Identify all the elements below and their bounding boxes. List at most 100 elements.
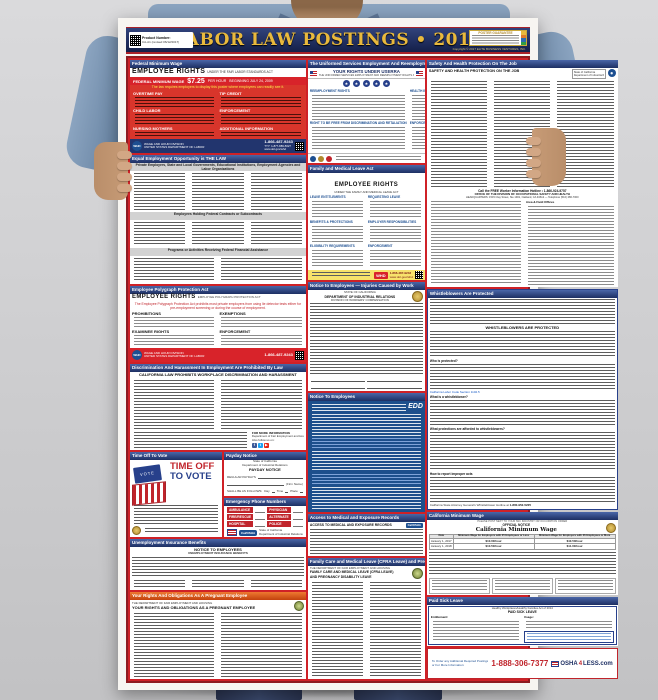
text-lines	[557, 81, 614, 187]
youtube-icon: ▶	[263, 443, 269, 448]
blank-line	[255, 521, 266, 527]
heading-exemptions: EXEMPTIONS	[219, 311, 246, 316]
psl-body: Healthy Workplaces/Healthy Families Act …	[427, 606, 617, 645]
form-row: REGULAR PAYDAYS	[227, 472, 303, 479]
blank-line	[255, 507, 266, 513]
whd-logo-icon: WHD	[132, 350, 142, 360]
dfeh-agency-line: THE DEPARTMENT OF FAIR EMPLOYMENT AND HO…	[309, 567, 391, 570]
medical-title: ACCESS TO MEDICAL AND EXPOSURE RECORDS	[309, 523, 392, 527]
section-time-off-to-vote: Time Off To Vote VOTE TIME OFF TO VOTE	[130, 452, 222, 537]
text-lines	[430, 81, 488, 187]
ballot-box-stripes	[132, 481, 166, 506]
text-lines	[221, 379, 302, 429]
color-bar-gold	[521, 31, 526, 35]
text-column: OVERTIME PAY CHILD LABOR NURSING MOTHERS	[133, 91, 216, 138]
blank-line	[292, 521, 303, 527]
dosh-office-title: OFFICE OF THE DIVISION OF OCCUPATIONAL S…	[474, 192, 570, 196]
form-blank-line	[257, 474, 303, 479]
text-lines	[428, 551, 616, 576]
hotline-text: California State Attorney General's Whis…	[429, 503, 509, 508]
fmla-subtitle: UNDER THE FAMILY AND MEDICAL LEAVE ACT	[334, 191, 399, 194]
department-name: UNITED STATES DEPARTMENT OF LABOR	[144, 355, 205, 358]
form-blank-line	[367, 377, 422, 382]
blank-line	[255, 514, 266, 520]
section-access-medical-records: Access to Medical and Exposure Records A…	[307, 514, 425, 556]
emergency-label: HOSPITAL	[227, 521, 254, 527]
section-header: Payday Notice	[224, 452, 306, 460]
agency-line-2: Department of Industrial Relations	[242, 463, 288, 467]
injuries-header-row: STATE OF CALIFORNIA DEPARTMENT OF INDUST…	[308, 290, 425, 302]
poster-guarantee-box: POSTER GUARANTEE	[469, 30, 527, 46]
heading-child-labor: CHILD LABOR	[133, 108, 161, 114]
qr-code-icon	[294, 350, 304, 360]
ballot-box-lid: VOTE	[133, 464, 162, 484]
psl-title: PAID SICK LEAVE	[507, 610, 537, 615]
form-row	[310, 382, 422, 389]
fmla-body: LEAVE ENTITLEMENTS BENEFITS & PROTECTION…	[310, 195, 423, 269]
minimum-wage-bar: FEDERAL MINIMUM WAGE $7.25 PER HOUR BEGI…	[130, 77, 306, 85]
osha4less-logo: OSHA 4 LESS.com	[551, 660, 613, 667]
phone-number: 1-866-487-9243	[264, 351, 293, 357]
fmw-body-text: OVERTIME PAY CHILD LABOR NURSING MOTHERS…	[130, 90, 306, 139]
psl-highlight-box	[523, 631, 614, 643]
eeo-subheader-1: Private Employers, State and Local Gover…	[130, 163, 306, 171]
section-header: Paid Sick Leave	[426, 597, 618, 605]
section-header: Federal Minimum Wage	[130, 60, 306, 68]
emergency-label: POLICE	[267, 521, 291, 527]
text-lines	[311, 272, 371, 278]
poster-masthead: Product Number: CA-A1 (revised 06/12/201…	[126, 27, 530, 54]
text-lines	[335, 156, 421, 161]
facebook-icon: f	[251, 443, 257, 448]
text-lines	[411, 95, 425, 120]
heading-enforcement: ENFORCEMENT	[409, 120, 425, 125]
va-logo-icon	[325, 155, 332, 162]
website: www.dol.gov/whd	[264, 147, 287, 152]
left-column: Federal Minimum Wage EMPLOYEE RIGHTS UND…	[130, 60, 306, 679]
section-cfra-pregnancy-disability: Family Care and Medical Leave (CFRA Leav…	[307, 558, 425, 679]
text-lines	[192, 579, 244, 588]
vote-footer	[132, 526, 220, 535]
text-lines	[134, 222, 186, 246]
agency-block: STATE OF CALIFORNIA DEPARTMENT OF INDUST…	[310, 291, 410, 302]
text-lines	[135, 131, 215, 138]
heading-tip-credit: TIP CREDIT	[219, 91, 242, 96]
text-lines	[311, 95, 405, 120]
office-listing: Area & Field Offices	[429, 200, 616, 286]
text-lines	[311, 450, 421, 473]
userra-star-icons: ★ ★ ★ ★ ★	[308, 80, 425, 87]
table-header-row: Date Minimum Wage for Employers with 25 …	[428, 534, 616, 539]
text-lines	[429, 299, 615, 325]
text-lines	[311, 250, 363, 268]
eeo-text-2	[132, 221, 304, 247]
mw-titles: OFFICIAL NOTICE California Minimum Wage	[429, 523, 604, 533]
star-badge-icon: ★	[342, 80, 350, 87]
form-row	[310, 375, 422, 382]
section-federal-minimum-wage: Federal Minimum Wage EMPLOYEE RIGHTS UND…	[130, 60, 306, 153]
text-lines	[311, 414, 421, 436]
middle-column: The Uniformed Services Employment And Re…	[307, 60, 425, 679]
polygraph-title-row: EMPLOYEE RIGHTS EMPLOYEE POLYGRAPH PROTE…	[130, 294, 306, 302]
mini-table	[428, 578, 490, 594]
eeo-subheader-3: Programs or Activities Receiving Federal…	[130, 248, 306, 256]
text-lines	[311, 582, 363, 677]
text-lines	[429, 399, 615, 426]
form-row: (Firm Name)	[227, 479, 303, 486]
section-edd-notice-to-employees: Notice To Employees EDD	[307, 393, 425, 512]
poster-content: Federal Minimum Wage EMPLOYEE RIGHTS UND…	[126, 56, 618, 683]
wage-label: FEDERAL MINIMUM WAGE	[133, 78, 185, 84]
text-column: PROHIBITIONS EXAMINEE RIGHTS	[132, 311, 216, 347]
california-minimum-wage-title: California Minimum Wage	[475, 527, 557, 533]
heading-health-insurance: HEALTH INSURANCE PROTECTION	[409, 89, 425, 93]
star-badge-icon: ★	[372, 80, 380, 87]
cal-osha-logo: Cal/OSHA	[405, 523, 423, 528]
copyright-line: Copyright © 2017 ELITE BUSINESS VENTURES…	[452, 47, 526, 51]
pregnant-title: YOUR RIGHTS AND OBLIGATIONS AS A PREGNAN…	[132, 605, 256, 611]
heading-nursing-mothers: NURSING MOTHERS	[133, 125, 173, 131]
section-discrimination-harassment: Discrimination And Harassment In Employm…	[130, 364, 306, 450]
post-next-note: PLEASE POST NEXT TO YOUR IWC INDUSTRY OR…	[477, 520, 568, 523]
order-line-2: or For More Information:	[431, 663, 465, 667]
section-header: Unemployment Insurance Benefits	[130, 539, 306, 547]
text-lines	[527, 206, 614, 285]
section-equal-employment-opportunity: Equal Employment Opportunity is THE LAW …	[130, 155, 306, 284]
text-lines	[134, 613, 215, 677]
